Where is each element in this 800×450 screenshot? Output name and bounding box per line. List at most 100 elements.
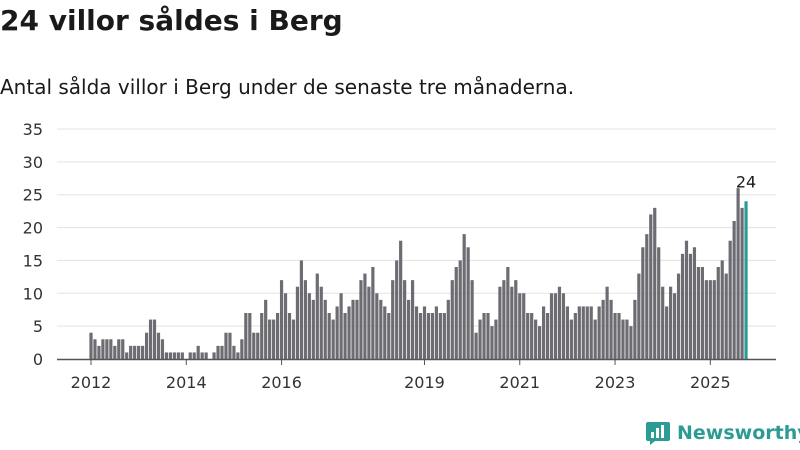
bar (534, 319, 538, 359)
last-value-label: 24 (736, 172, 756, 191)
bar (458, 260, 462, 359)
bar (148, 319, 153, 359)
y-tick-label: 10 (23, 284, 43, 303)
bar (557, 286, 562, 359)
bar (649, 214, 653, 359)
bar (454, 267, 458, 359)
bar (323, 299, 327, 359)
bar (232, 345, 236, 359)
bar (430, 313, 435, 359)
bar (577, 306, 581, 359)
bar (434, 306, 438, 359)
bar (121, 339, 125, 359)
bar (212, 352, 216, 359)
bar (93, 339, 97, 359)
bar (514, 280, 518, 359)
newsworthy-logo-icon (646, 422, 670, 445)
bar (545, 313, 550, 359)
bar (303, 280, 307, 359)
x-tick-label: 2023 (595, 373, 636, 392)
bar (355, 299, 359, 359)
bar (133, 345, 137, 359)
bar (661, 286, 665, 359)
bar (220, 345, 224, 359)
bar (470, 280, 474, 359)
bar (565, 306, 569, 359)
bar (176, 352, 180, 359)
bar (299, 260, 304, 359)
bar (653, 207, 657, 359)
bar (740, 207, 744, 359)
bar (462, 234, 466, 359)
bar (506, 267, 510, 359)
bar (275, 313, 280, 359)
bar (196, 345, 200, 359)
bar (601, 299, 605, 359)
bar (645, 234, 649, 359)
bar (625, 319, 629, 359)
bar (518, 293, 522, 359)
bar (593, 319, 597, 359)
bar (609, 299, 613, 359)
bar (732, 221, 736, 359)
bar (410, 280, 415, 359)
bar (295, 286, 300, 359)
bar (387, 313, 391, 359)
bar (260, 313, 264, 359)
bar (669, 286, 673, 359)
y-tick-label: 35 (23, 120, 43, 139)
bar (283, 293, 288, 359)
bar (446, 299, 450, 359)
bar (502, 280, 506, 359)
y-tick-label: 25 (23, 186, 43, 205)
x-tick-label: 2012 (71, 373, 112, 392)
bar (272, 319, 276, 359)
bar (716, 267, 720, 359)
bar (736, 188, 740, 359)
bar (109, 339, 113, 359)
bar (692, 247, 697, 359)
x-tick-label: 2014 (166, 373, 207, 392)
x-tick-label: 2021 (499, 373, 540, 392)
bar (371, 267, 375, 359)
bar (700, 267, 704, 359)
bar (641, 247, 645, 359)
bar (605, 286, 609, 359)
bar (418, 313, 423, 359)
brand-logo: Newsworthy (645, 420, 800, 446)
bar (498, 286, 502, 359)
bar (526, 313, 530, 359)
bar (152, 319, 157, 359)
bar (621, 319, 625, 359)
bar (585, 306, 589, 359)
bar (248, 313, 252, 359)
bar (327, 313, 331, 359)
bar (240, 339, 244, 359)
bar (403, 280, 407, 359)
bar (549, 293, 554, 359)
y-tick-label: 15 (23, 251, 43, 270)
bar (192, 352, 196, 359)
bar (200, 352, 204, 359)
bar (414, 306, 419, 359)
bar (665, 306, 669, 359)
bar (490, 326, 494, 359)
bar (168, 352, 172, 359)
bar (637, 273, 641, 359)
bar (541, 306, 546, 359)
bar (363, 273, 367, 359)
bar (204, 352, 208, 359)
bar (696, 267, 701, 359)
bar (367, 286, 371, 359)
bar (530, 313, 534, 359)
bar (720, 260, 724, 359)
bar (672, 293, 677, 359)
y-tick-label: 5 (33, 317, 43, 336)
bar (613, 313, 617, 359)
bar (105, 339, 109, 359)
bar (633, 299, 637, 359)
bar (343, 313, 347, 359)
y-tick-label: 20 (23, 219, 43, 238)
bar (395, 260, 399, 359)
